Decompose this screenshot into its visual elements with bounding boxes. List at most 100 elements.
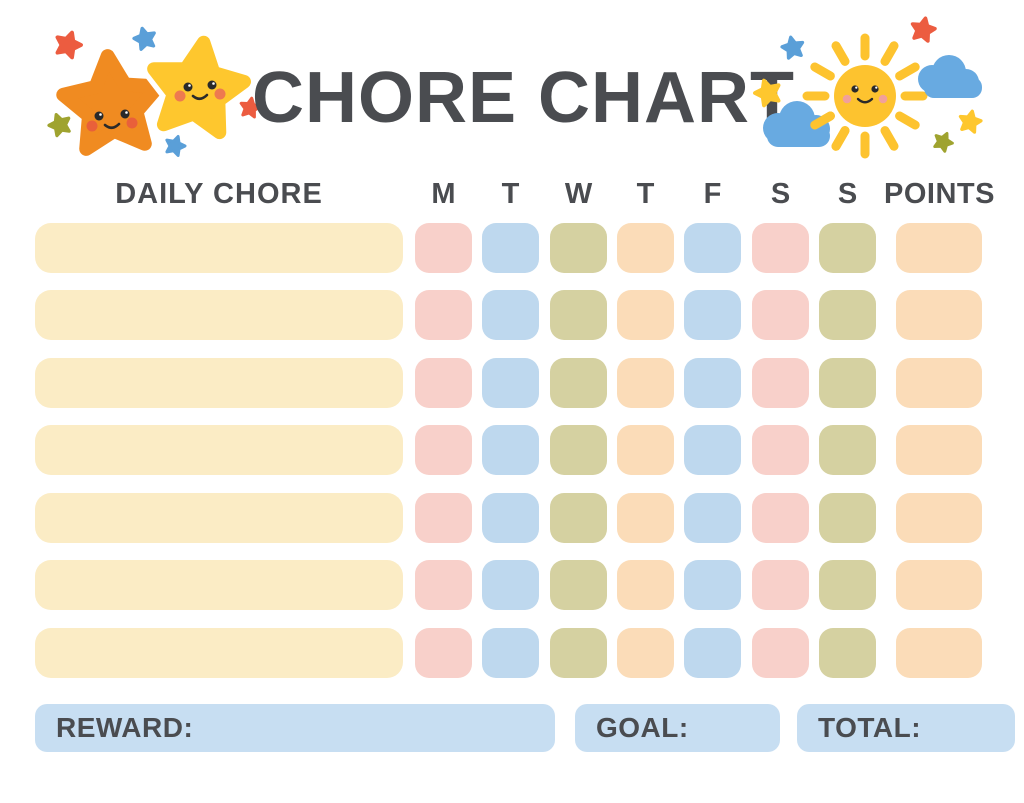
day-cell[interactable] (550, 425, 607, 475)
chore-input-bar[interactable] (35, 628, 403, 678)
small-yellow-star-icon (752, 77, 783, 107)
orange-star-face (86, 109, 138, 132)
day-cell[interactable] (684, 223, 741, 273)
day-cell[interactable] (617, 290, 674, 340)
day-cell[interactable] (617, 358, 674, 408)
day-cell[interactable] (482, 290, 539, 340)
sun-clouds-decoration (738, 8, 1024, 159)
chore-input-bar[interactable] (35, 290, 403, 340)
chore-input-bar[interactable] (35, 493, 403, 543)
day-cell[interactable] (482, 628, 539, 678)
points-header: POINTS (884, 178, 995, 210)
stars-decoration (28, 18, 284, 170)
points-cell[interactable] (896, 493, 982, 543)
sun-rays-over-cloud (810, 111, 850, 151)
chore-input-bar[interactable] (35, 358, 403, 408)
day-header-4: T (636, 178, 655, 210)
day-cell[interactable] (482, 223, 539, 273)
day-cell[interactable] (684, 358, 741, 408)
day-cell[interactable] (819, 425, 876, 475)
day-cell[interactable] (415, 290, 472, 340)
day-cell[interactable] (617, 425, 674, 475)
day-cell[interactable] (550, 358, 607, 408)
day-cell[interactable] (550, 628, 607, 678)
day-cell[interactable] (482, 493, 539, 543)
total-label: TOTAL: (818, 712, 922, 743)
day-cell[interactable] (752, 223, 809, 273)
day-cell[interactable] (684, 290, 741, 340)
big-yellow-star-icon (146, 36, 248, 135)
day-cell[interactable] (819, 493, 876, 543)
day-cell[interactable] (550, 290, 607, 340)
day-cell[interactable] (482, 425, 539, 475)
page-title: CHORE CHART (252, 58, 795, 138)
day-cell[interactable] (415, 560, 472, 610)
reward-field[interactable]: REWARD: (35, 704, 555, 752)
day-header-7: S (837, 178, 858, 210)
points-cell[interactable] (896, 290, 982, 340)
day-cell[interactable] (684, 628, 741, 678)
points-cell[interactable] (896, 358, 982, 408)
day-cell[interactable] (752, 560, 809, 610)
day-cell[interactable] (550, 493, 607, 543)
small-blue-star-icon (132, 26, 157, 51)
day-cell[interactable] (617, 560, 674, 610)
day-header-1: M (431, 178, 456, 210)
day-cell[interactable] (617, 493, 674, 543)
day-cell[interactable] (415, 358, 472, 408)
day-cell[interactable] (819, 223, 876, 273)
day-cell[interactable] (684, 560, 741, 610)
chore-row (0, 493, 1024, 543)
day-cell[interactable] (617, 628, 674, 678)
chore-input-bar[interactable] (35, 425, 403, 475)
day-cell[interactable] (684, 493, 741, 543)
cloud-icon (918, 55, 982, 98)
day-cell[interactable] (482, 358, 539, 408)
day-cell[interactable] (752, 358, 809, 408)
points-cell[interactable] (896, 628, 982, 678)
day-cell[interactable] (550, 560, 607, 610)
day-header-2: T (501, 178, 520, 210)
chore-row (0, 223, 1024, 273)
chore-input-bar[interactable] (35, 223, 403, 273)
sun-icon (834, 65, 896, 127)
goal-label: GOAL: (596, 712, 689, 743)
small-olive-star-icon (932, 130, 956, 153)
small-olive-star-icon (46, 111, 72, 137)
day-cell[interactable] (752, 628, 809, 678)
day-cell[interactable] (415, 223, 472, 273)
day-cell[interactable] (617, 223, 674, 273)
total-field[interactable]: TOTAL: (797, 704, 1015, 752)
small-red-star-icon (53, 29, 84, 59)
day-cell[interactable] (819, 290, 876, 340)
day-cell[interactable] (819, 560, 876, 610)
day-cell[interactable] (752, 493, 809, 543)
day-header-6: S (770, 178, 791, 210)
chore-row (0, 358, 1024, 408)
points-cell[interactable] (896, 560, 982, 610)
day-cell[interactable] (415, 628, 472, 678)
day-cell[interactable] (550, 223, 607, 273)
small-yellow-star-icon (958, 109, 983, 133)
points-cell[interactable] (896, 223, 982, 273)
day-cell[interactable] (415, 425, 472, 475)
day-cell[interactable] (752, 425, 809, 475)
day-cell[interactable] (415, 493, 472, 543)
day-cell[interactable] (752, 290, 809, 340)
points-cell[interactable] (896, 425, 982, 475)
chore-input-bar[interactable] (35, 560, 403, 610)
reward-label: REWARD: (56, 712, 194, 743)
day-cell[interactable] (819, 358, 876, 408)
day-header-3: W (564, 178, 593, 210)
goal-field[interactable]: GOAL: (575, 704, 780, 752)
day-cell[interactable] (482, 560, 539, 610)
daily-chore-header: DAILY CHORE (115, 178, 323, 210)
chore-row (0, 290, 1024, 340)
day-cell[interactable] (684, 425, 741, 475)
small-blue-star-icon (780, 35, 805, 59)
sun-face (842, 85, 888, 104)
day-cell[interactable] (819, 628, 876, 678)
chore-row (0, 628, 1024, 678)
chore-row (0, 425, 1024, 475)
